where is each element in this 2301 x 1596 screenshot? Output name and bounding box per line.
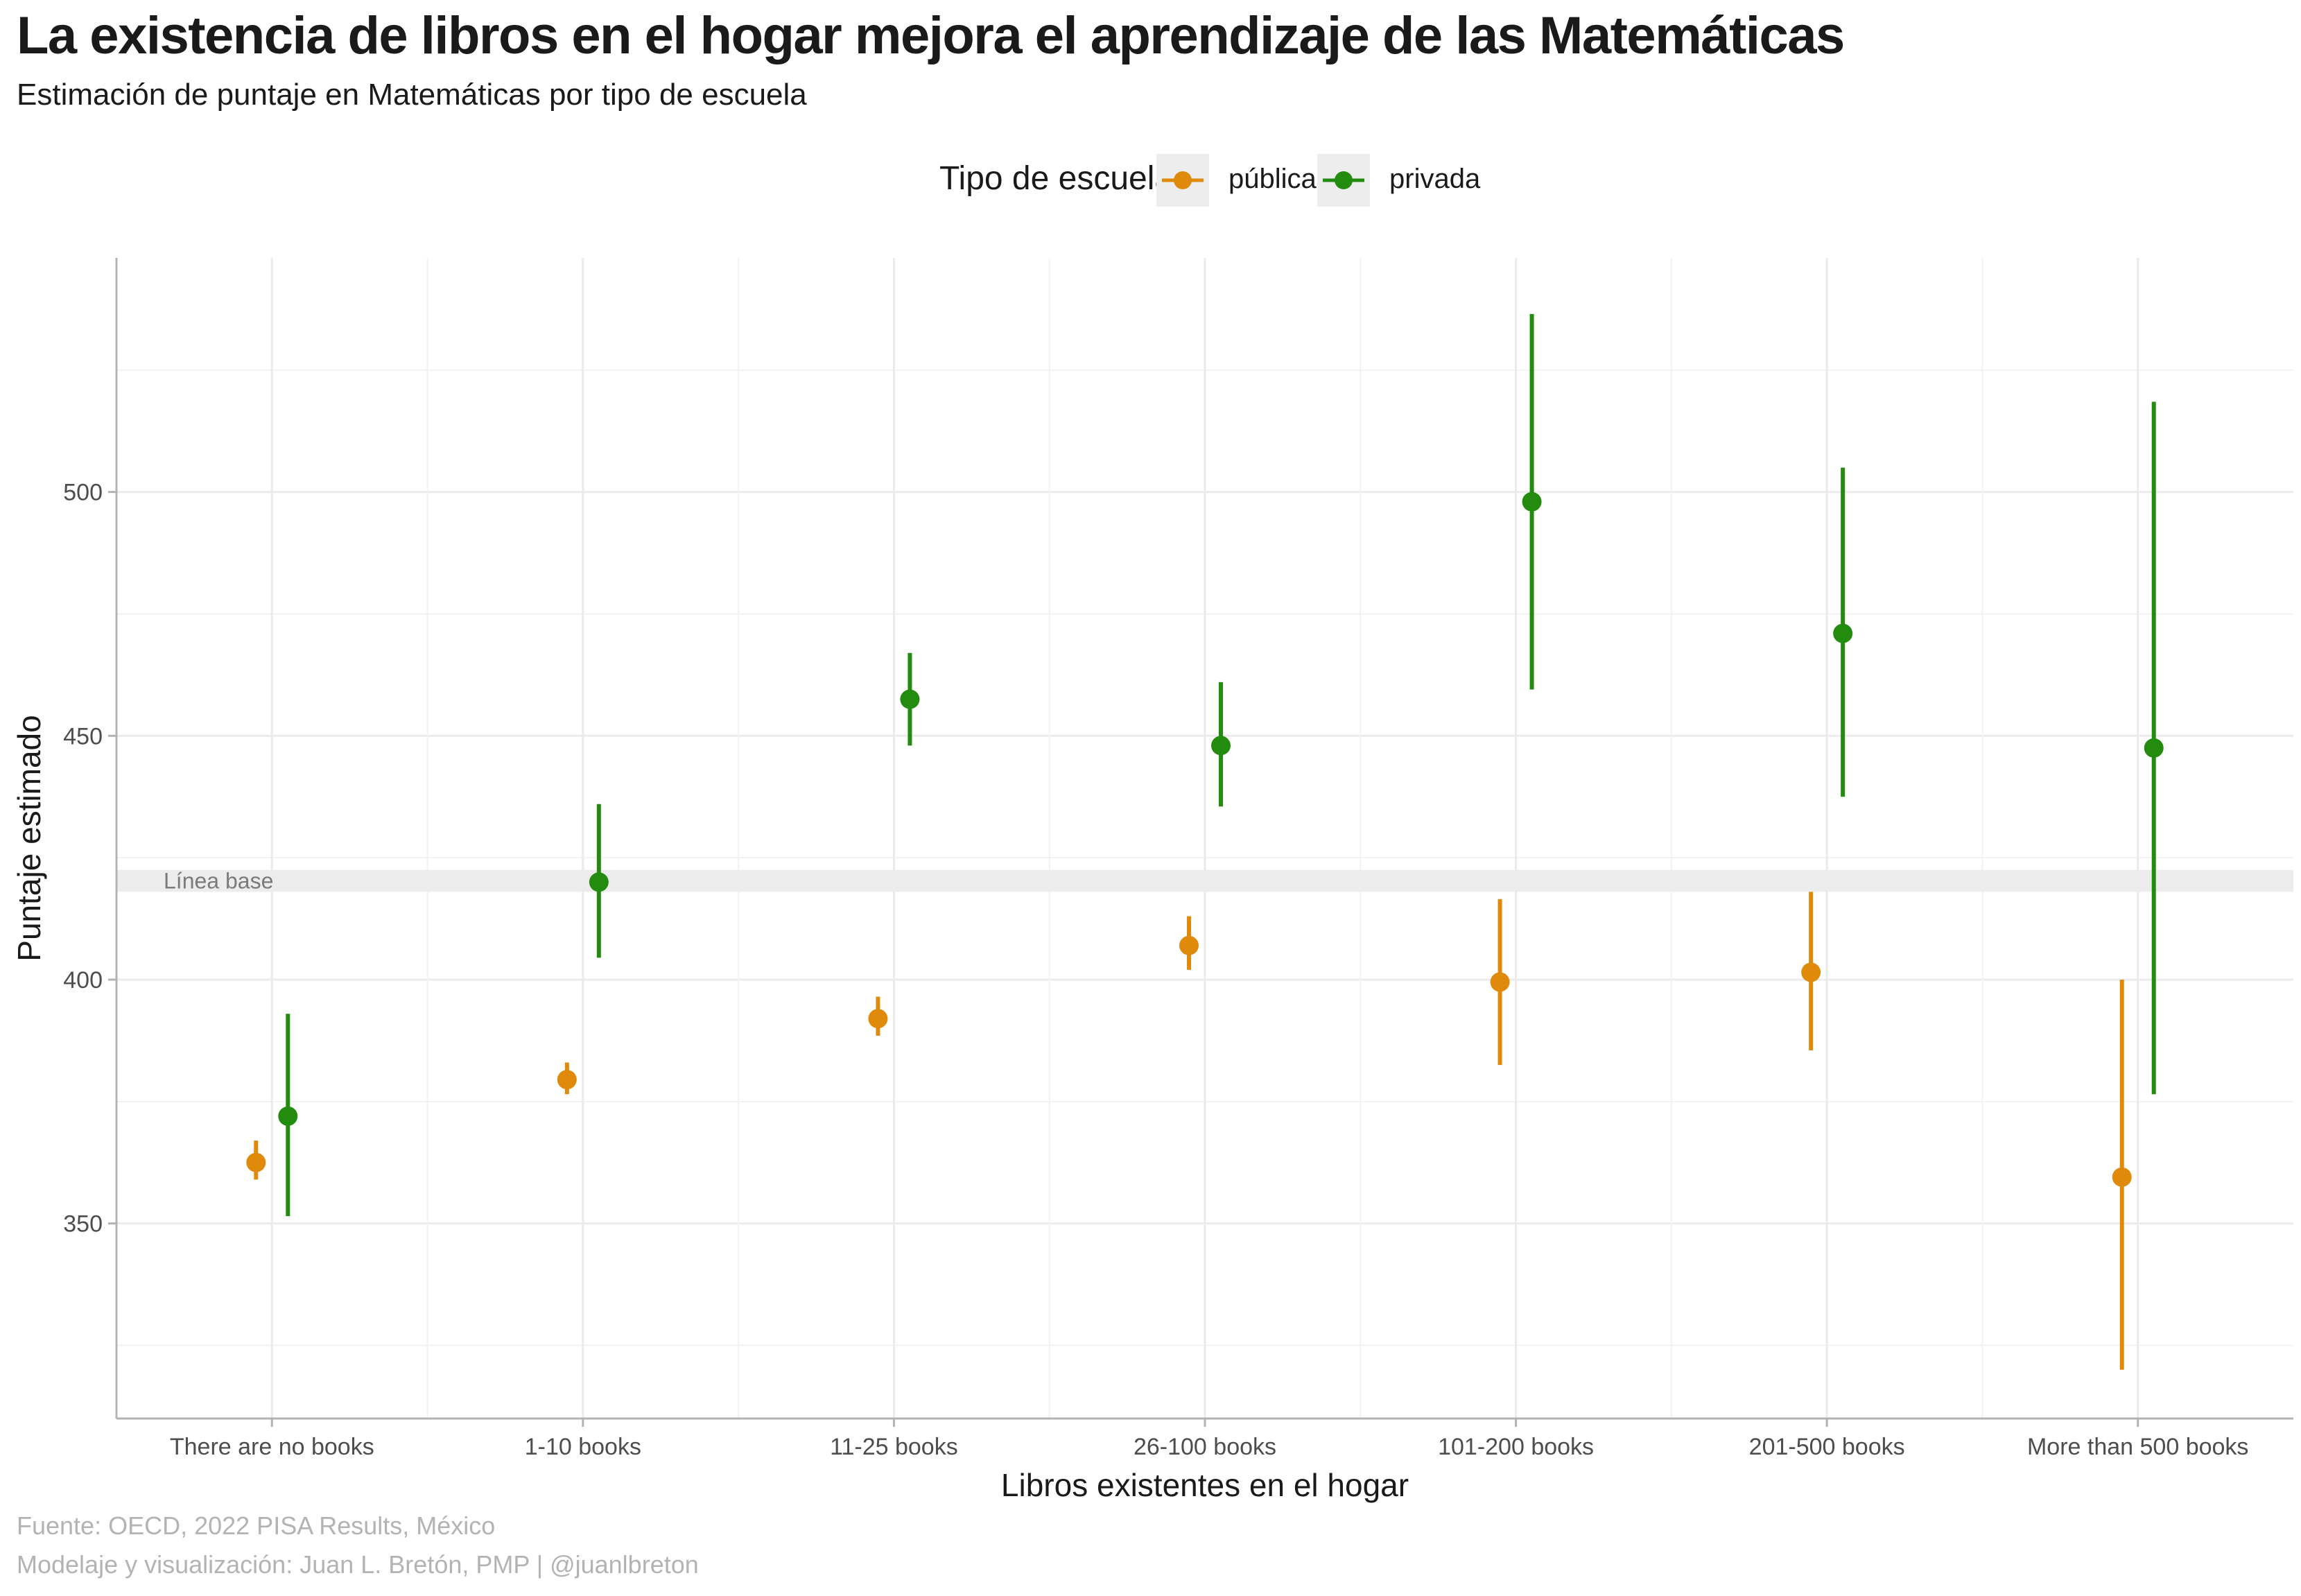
chart-subtitle: Estimación de puntaje en Matemáticas por… <box>17 78 807 112</box>
baseline-band <box>116 869 2293 892</box>
point-privada <box>278 1106 298 1126</box>
legend-label-publica: pública <box>1228 164 1317 194</box>
legend-swatch-publica <box>1162 171 1204 189</box>
x-tick-label: There are no books <box>170 1434 374 1460</box>
y-tick-label: 350 <box>63 1211 103 1238</box>
point-publica <box>1490 972 1510 992</box>
legend-key-privada <box>1317 154 1370 207</box>
legend-dot-privada <box>1335 171 1353 189</box>
grid-layer <box>116 258 2293 1419</box>
y-tick-label: 450 <box>63 723 103 749</box>
point-privada <box>2144 738 2164 758</box>
y-axis-title: Puntaje estimado <box>11 715 47 961</box>
caption-credit: Modelaje y visualización: Juan L. Bretón… <box>17 1550 699 1579</box>
baseline-label: Línea base <box>164 869 273 894</box>
x-tick-label: More than 500 books <box>2027 1434 2248 1460</box>
point-privada <box>1833 623 1853 643</box>
point-publica <box>868 1009 888 1029</box>
x-tick-label: 11-25 books <box>830 1434 958 1460</box>
legend: Tipo de escuela pública privada <box>0 154 2301 207</box>
axis-layer: 350 400 450 500 There are no books 1-10 books… <box>63 258 2293 1460</box>
caption-source: Fuente: OECD, 2022 PISA Results, México <box>17 1511 496 1540</box>
x-tick-label: 1-10 books <box>525 1434 641 1460</box>
legend-dot-publica <box>1174 171 1192 189</box>
point-publica <box>1179 935 1199 955</box>
point-privada <box>900 689 920 709</box>
legend-title: Tipo de escuela <box>939 160 1174 197</box>
y-tick-label: 400 <box>63 967 103 994</box>
x-tick-label: 201-500 books <box>1749 1434 1905 1460</box>
point-publica <box>2112 1167 2132 1187</box>
x-tick-label: 101-200 books <box>1438 1434 1594 1460</box>
point-privada <box>1211 736 1231 756</box>
x-axis-title: Libros existentes en el hogar <box>1001 1467 1409 1503</box>
legend-key-publica <box>1156 154 1209 207</box>
point-publica <box>246 1152 266 1172</box>
point-privada <box>589 872 609 892</box>
point-publica <box>1801 962 1821 982</box>
legend-label-privada: privada <box>1389 164 1481 194</box>
point-publica <box>557 1070 577 1090</box>
baseline-layer: Línea base <box>116 869 2293 894</box>
legend-swatch-privada <box>1323 171 1364 189</box>
x-tick-label: 26-100 books <box>1134 1434 1276 1460</box>
series-layer <box>246 313 2164 1370</box>
chart-title: La existencia de libros en el hogar mejo… <box>17 6 1845 65</box>
y-tick-label: 500 <box>63 480 103 506</box>
point-privada <box>1522 492 1542 512</box>
